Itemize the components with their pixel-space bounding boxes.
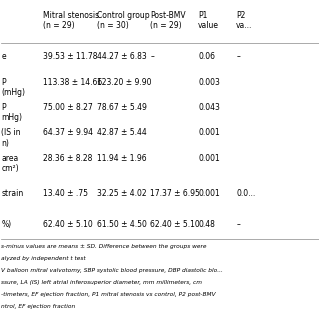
Text: 78.67 ± 5.49: 78.67 ± 5.49 <box>97 103 147 112</box>
Text: 0.001: 0.001 <box>198 128 220 137</box>
Text: 0.06: 0.06 <box>198 52 215 61</box>
Text: V balloon mitral valvotomy, SBP systolic blood pressure, DBP diastolic blo...: V balloon mitral valvotomy, SBP systolic… <box>1 268 223 273</box>
Text: –: – <box>236 52 240 61</box>
Text: 62.40 ± 5.10: 62.40 ± 5.10 <box>43 220 92 229</box>
Text: –: – <box>150 52 154 61</box>
Text: 0.48: 0.48 <box>198 220 215 229</box>
Text: s-minus values are means ± SD. Difference between the groups were: s-minus values are means ± SD. Differenc… <box>1 244 207 249</box>
Text: P1
value: P1 value <box>198 11 219 30</box>
Text: 13.40 ± .75: 13.40 ± .75 <box>43 188 88 197</box>
Text: Post-BMV
(n = 29): Post-BMV (n = 29) <box>150 11 186 30</box>
Text: 17.37 ± 6.95: 17.37 ± 6.95 <box>150 188 200 197</box>
Text: 61.50 ± 4.50: 61.50 ± 4.50 <box>97 220 147 229</box>
Text: Mitral stenosis
(n = 29): Mitral stenosis (n = 29) <box>43 11 99 30</box>
Text: Control group
(n = 30): Control group (n = 30) <box>97 11 149 30</box>
Text: 0.0...: 0.0... <box>236 188 255 197</box>
Text: %): %) <box>1 220 12 229</box>
Text: 62.40 ± 5.10: 62.40 ± 5.10 <box>150 220 200 229</box>
Text: (IS in
n): (IS in n) <box>1 128 21 148</box>
Text: 113.38 ± 14.66: 113.38 ± 14.66 <box>43 77 102 86</box>
Text: ssure, LA (IS) left atrial inferosuperior diameter, mm millimeters, cm: ssure, LA (IS) left atrial inferosuperio… <box>1 280 202 285</box>
Text: 123.20 ± 9.90: 123.20 ± 9.90 <box>97 77 151 86</box>
Text: –: – <box>236 220 240 229</box>
Text: P
(mHg): P (mHg) <box>1 77 25 97</box>
Text: e: e <box>1 52 6 61</box>
Text: area
cm²): area cm²) <box>1 154 19 173</box>
Text: 0.001: 0.001 <box>198 154 220 163</box>
Text: P
mHg): P mHg) <box>1 103 22 122</box>
Text: 11.94 ± 1.96: 11.94 ± 1.96 <box>97 154 146 163</box>
Text: 32.25 ± 4.02: 32.25 ± 4.02 <box>97 188 146 197</box>
Text: 64.37 ± 9.94: 64.37 ± 9.94 <box>43 128 92 137</box>
Text: P2
va...: P2 va... <box>236 11 252 30</box>
Text: ntrol, EF ejection fraction: ntrol, EF ejection fraction <box>1 304 76 309</box>
Text: 75.00 ± 8.27: 75.00 ± 8.27 <box>43 103 92 112</box>
Text: 44.27 ± 6.83: 44.27 ± 6.83 <box>97 52 146 61</box>
Text: -timeters, EF ejection fraction, P1 mitral stenosis vs control, P2 post-BMV: -timeters, EF ejection fraction, P1 mitr… <box>1 292 216 297</box>
Text: strain: strain <box>1 188 24 197</box>
Text: 42.87 ± 5.44: 42.87 ± 5.44 <box>97 128 146 137</box>
Text: 0.043: 0.043 <box>198 103 220 112</box>
Text: 28.36 ± 8.28: 28.36 ± 8.28 <box>43 154 92 163</box>
Text: alyzed by independent t test: alyzed by independent t test <box>1 256 86 261</box>
Text: 39.53 ± 11.78: 39.53 ± 11.78 <box>43 52 97 61</box>
Text: 0.003: 0.003 <box>198 77 220 86</box>
Text: 0.001: 0.001 <box>198 188 220 197</box>
